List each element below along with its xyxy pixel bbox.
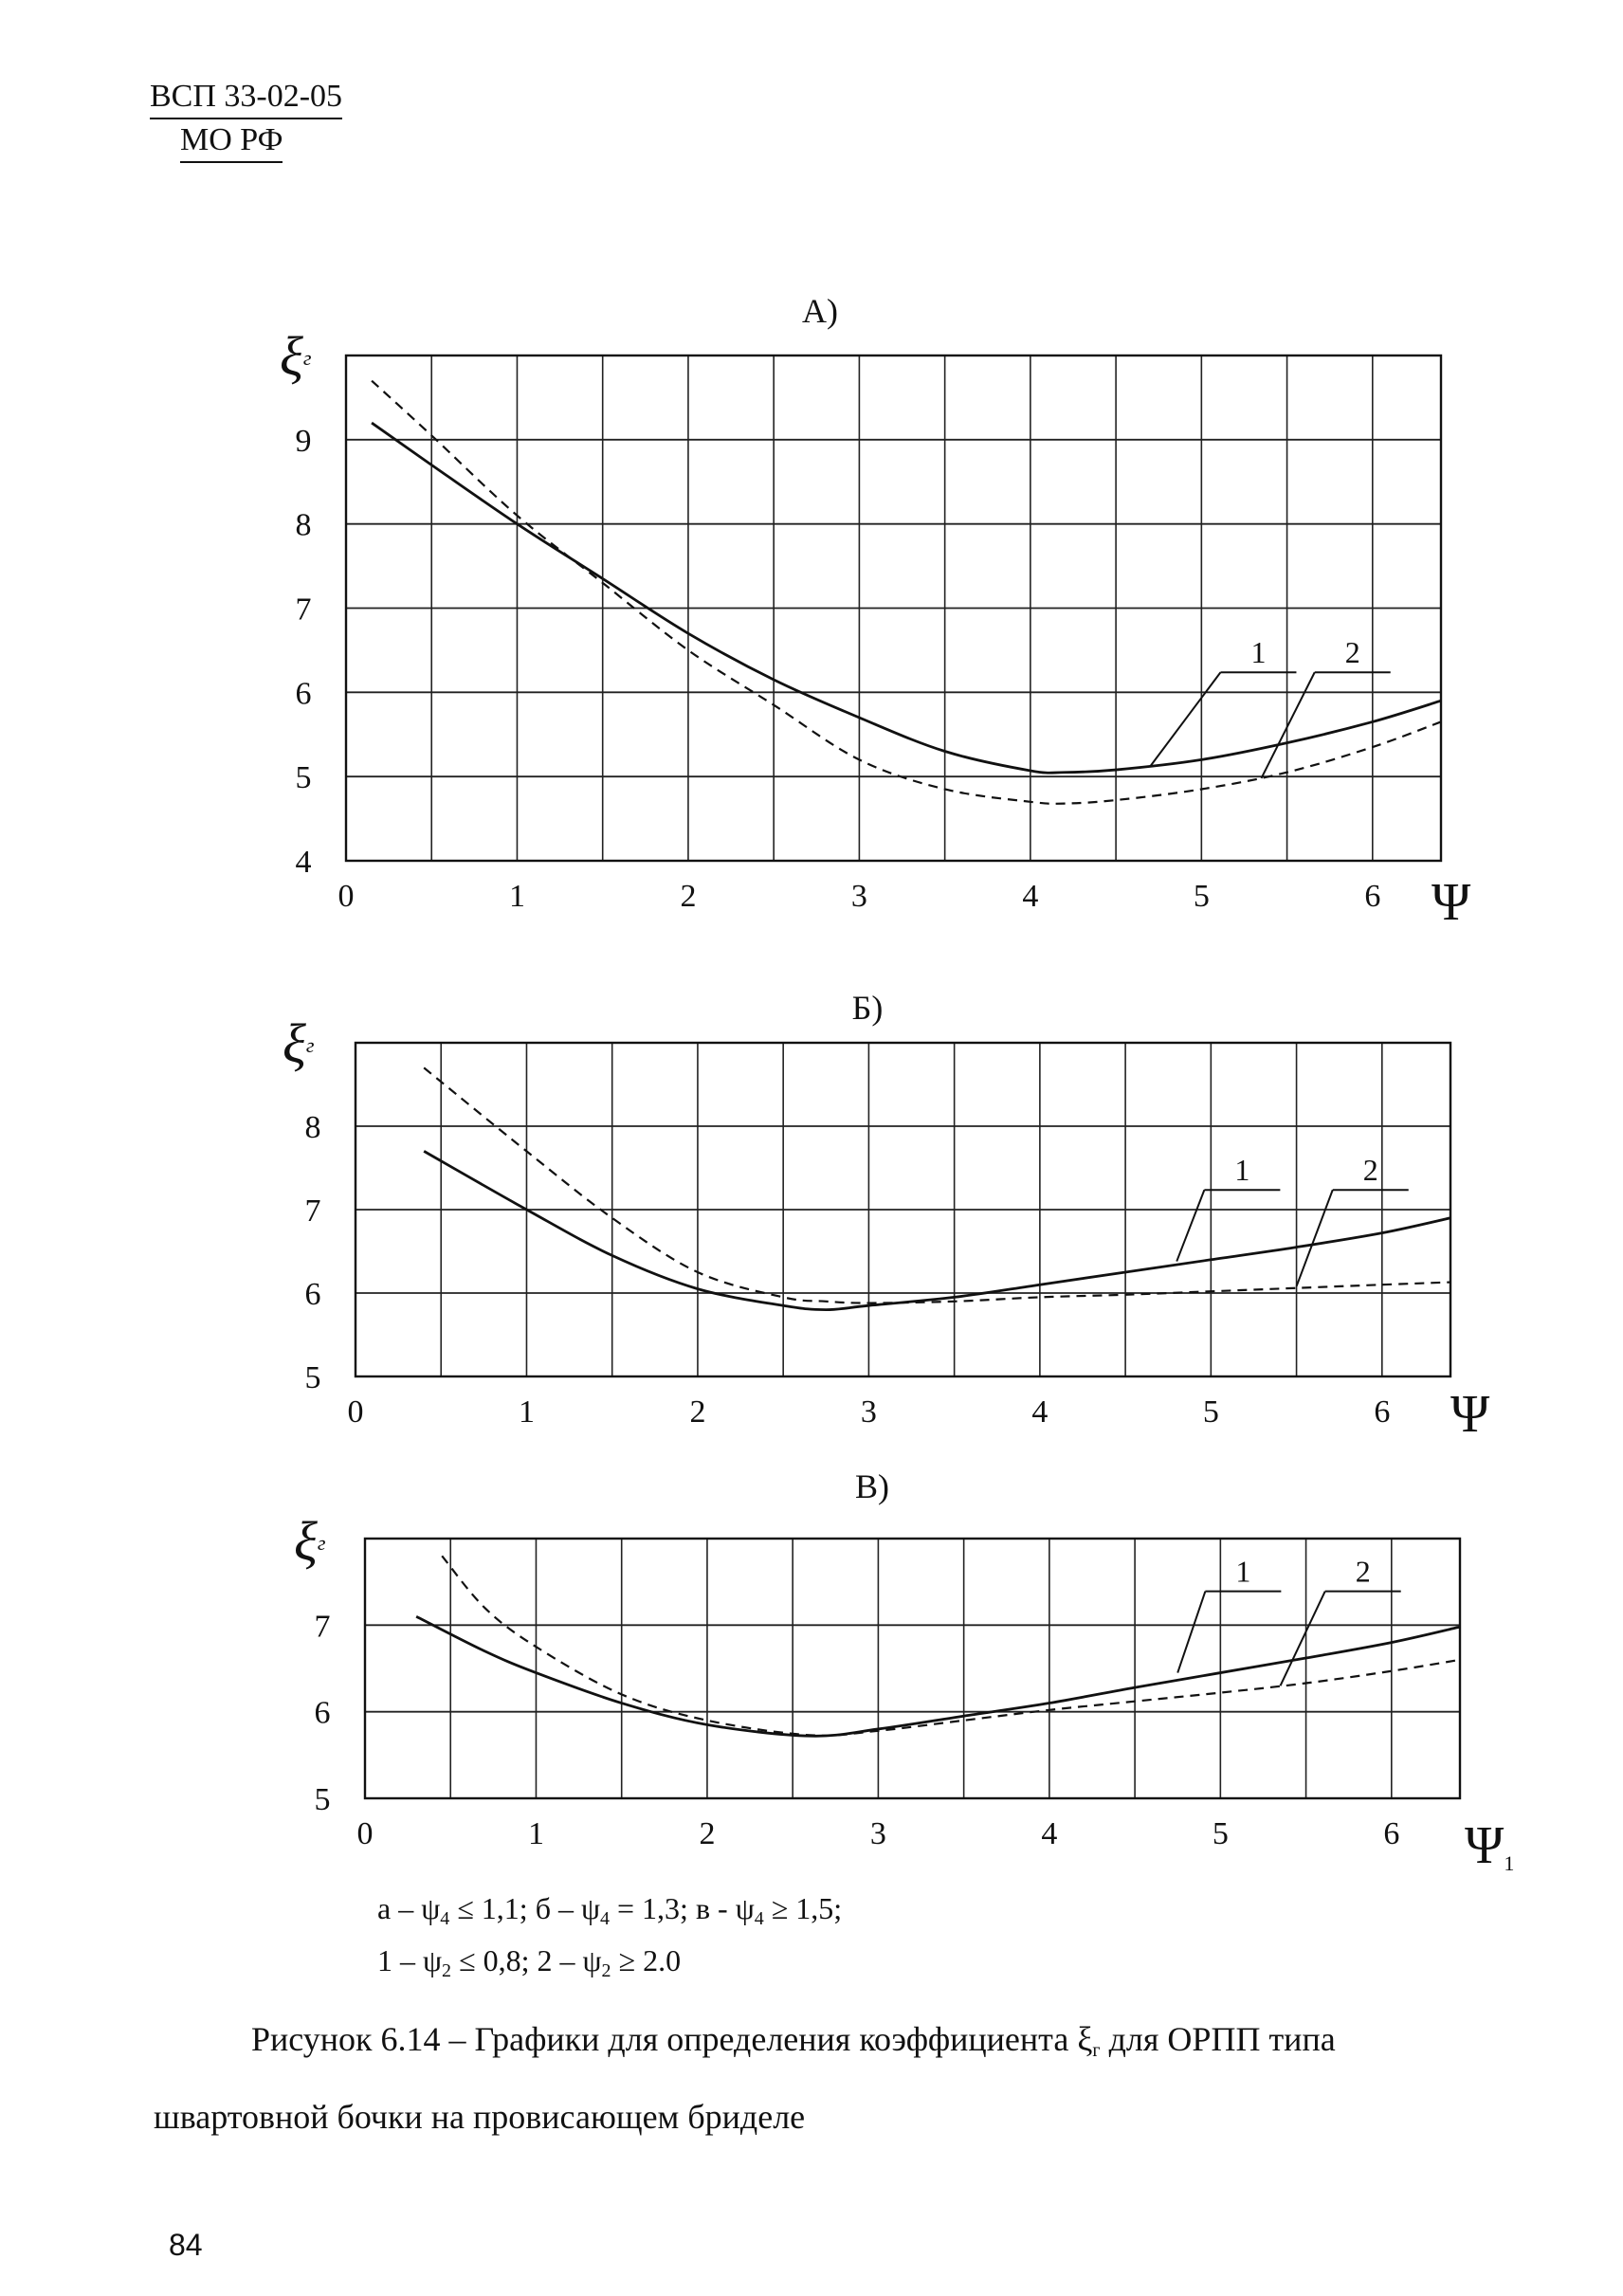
legend-b-sub: 4 [600, 1908, 610, 1929]
legend-1-prefix: 1 – ψ [377, 1943, 443, 1977]
x-axis-label: Ψ [1450, 1385, 1490, 1444]
legend-b-rel: = 1,3; [610, 1891, 696, 1925]
y-tick-label: 8 [305, 1110, 321, 1145]
y-tick-label: 7 [305, 1194, 321, 1229]
chart-title: В) [855, 1467, 889, 1505]
x-tick-label: 0 [348, 1394, 364, 1430]
annotation-label-2: 2 [1345, 635, 1360, 669]
annotation-leader-2 [1260, 671, 1316, 779]
x-tick-label: 2 [699, 1816, 715, 1851]
figure-caption-continued: швартовной бочки на провисающем бриделе [154, 2098, 806, 2136]
x-tick-label: 0 [338, 879, 355, 914]
x-tick-label: 4 [1041, 1816, 1057, 1851]
annotation-label-2: 2 [1356, 1555, 1371, 1589]
legend-c-sub: 4 [754, 1908, 764, 1929]
series-line-1 [423, 1150, 1451, 1312]
legend-b-prefix: б – ψ [535, 1891, 600, 1925]
caption-sub: г [1092, 2040, 1101, 2061]
x-tick-label: 2 [680, 879, 696, 914]
annotation-label-1: 1 [1250, 635, 1266, 669]
page-number: 84 [169, 2228, 203, 2262]
legend-2-sub: 2 [601, 1960, 611, 1981]
x-axis-label: Ψ1 [1465, 1816, 1514, 1875]
y-axis-label: ξг [280, 325, 312, 387]
x-tick-label: 1 [519, 1394, 535, 1430]
legend-curves-line: 1 – ψ2 ≤ 0,8; 2 – ψ2 ≥ 2.0 [377, 1943, 681, 1982]
y-tick-label: 5 [315, 1782, 331, 1817]
y-tick-label: 6 [315, 1696, 331, 1731]
chart-panel-a: 0 1 2 3 4 5 6 4 5 6 7 8 9 А) ξг Ψ 1 2 [0, 284, 1623, 932]
series-line-2 [423, 1066, 1451, 1304]
x-tick-label: 3 [861, 1394, 877, 1430]
y-tick-label: 8 [296, 508, 312, 543]
x-tick-label: 5 [1203, 1394, 1219, 1430]
legend-a-prefix: а – ψ [377, 1891, 441, 1925]
x-tick-label: 0 [357, 1816, 374, 1851]
x-tick-label: 6 [1383, 1816, 1399, 1851]
series-line-1 [371, 421, 1442, 774]
annotation-label-1: 1 [1234, 1153, 1249, 1187]
y-tick-label: 7 [315, 1609, 331, 1644]
y-tick-label: 9 [296, 424, 312, 459]
chart-panel-c: 0 1 2 3 4 5 6 5 6 7 В) ξг Ψ1 1 2 [0, 1465, 1623, 1882]
y-axis-label: ξг [294, 1510, 326, 1572]
legend-conditions-line: а – ψ4 ≤ 1,1; б – ψ4 = 1,3; в - ψ4 ≥ 1,5… [377, 1891, 842, 1930]
series-line-2 [371, 379, 1442, 805]
series-line-1 [415, 1614, 1461, 1738]
chart-b: 0 1 2 3 4 5 6 5 6 7 8 Б) ξг Ψ 1 2 [283, 989, 1490, 1444]
x-tick-label: 4 [1031, 1394, 1048, 1430]
legend-2-prefix: 2 – ψ [537, 1943, 602, 1977]
legend-1-sub: 2 [442, 1960, 452, 1981]
plot-frame [363, 1537, 1462, 1800]
y-tick-label: 4 [296, 845, 312, 880]
x-tick-label: 2 [689, 1394, 705, 1430]
figure-caption: Рисунок 6.14 – Графики для определения к… [251, 2019, 1336, 2062]
y-tick-label: 5 [305, 1360, 321, 1395]
annotation-label-2: 2 [1363, 1153, 1378, 1187]
series-line-2 [441, 1555, 1461, 1737]
annotation-leader-1 [1176, 1189, 1206, 1262]
y-tick-label: 5 [296, 760, 312, 795]
caption-before: Рисунок 6.14 – Графики для определения к… [251, 2020, 1093, 2058]
y-axis-label: ξг [283, 1012, 315, 1074]
chart-panel-b: 0 1 2 3 4 5 6 5 6 7 8 Б) ξг Ψ 1 2 [0, 967, 1623, 1460]
y-tick-label: 7 [296, 592, 312, 628]
x-tick-label: 5 [1213, 1816, 1229, 1851]
legend-1-rel: ≤ 0,8; [451, 1943, 538, 1977]
legend-a-rel: ≤ 1,1; [449, 1891, 536, 1925]
x-tick-label: 4 [1022, 879, 1038, 914]
annotation-leader-1 [1176, 1591, 1207, 1673]
annotation-leader-1 [1149, 671, 1222, 768]
x-tick-label: 1 [509, 879, 525, 914]
legend-c-prefix: в - ψ [695, 1891, 755, 1925]
plot-frame [354, 1041, 1452, 1378]
legend-a-sub: 4 [440, 1908, 450, 1929]
chart-a: 0 1 2 3 4 5 6 4 5 6 7 8 9 А) ξг Ψ 1 2 [280, 292, 1471, 932]
x-tick-label: 6 [1364, 879, 1380, 914]
annotation-leader-2 [1295, 1189, 1334, 1287]
chart-title: А) [802, 292, 838, 330]
x-tick-label: 3 [851, 879, 867, 914]
y-tick-label: 6 [305, 1277, 321, 1312]
caption-after: для ОРПП типа [1100, 2020, 1336, 2058]
x-tick-label: 5 [1194, 879, 1210, 914]
chart-title: Б) [852, 989, 884, 1027]
legend-2-rel: ≥ 2.0 [611, 1943, 682, 1977]
chart-c: 0 1 2 3 4 5 6 5 6 7 В) ξг Ψ1 1 2 [294, 1467, 1514, 1875]
document-organization: МО РФ [180, 121, 283, 163]
y-tick-label: 6 [296, 676, 312, 711]
document-code: ВСП 33-02-05 [150, 78, 343, 119]
x-tick-label: 1 [528, 1816, 544, 1851]
x-tick-label: 3 [870, 1816, 886, 1851]
legend-c-rel: ≥ 1,5; [763, 1891, 843, 1925]
plot-frame [344, 354, 1443, 863]
annotation-label-1: 1 [1235, 1555, 1250, 1589]
x-axis-label: Ψ [1432, 873, 1471, 932]
x-tick-label: 6 [1374, 1394, 1390, 1430]
annotation-leader-2 [1279, 1591, 1326, 1686]
